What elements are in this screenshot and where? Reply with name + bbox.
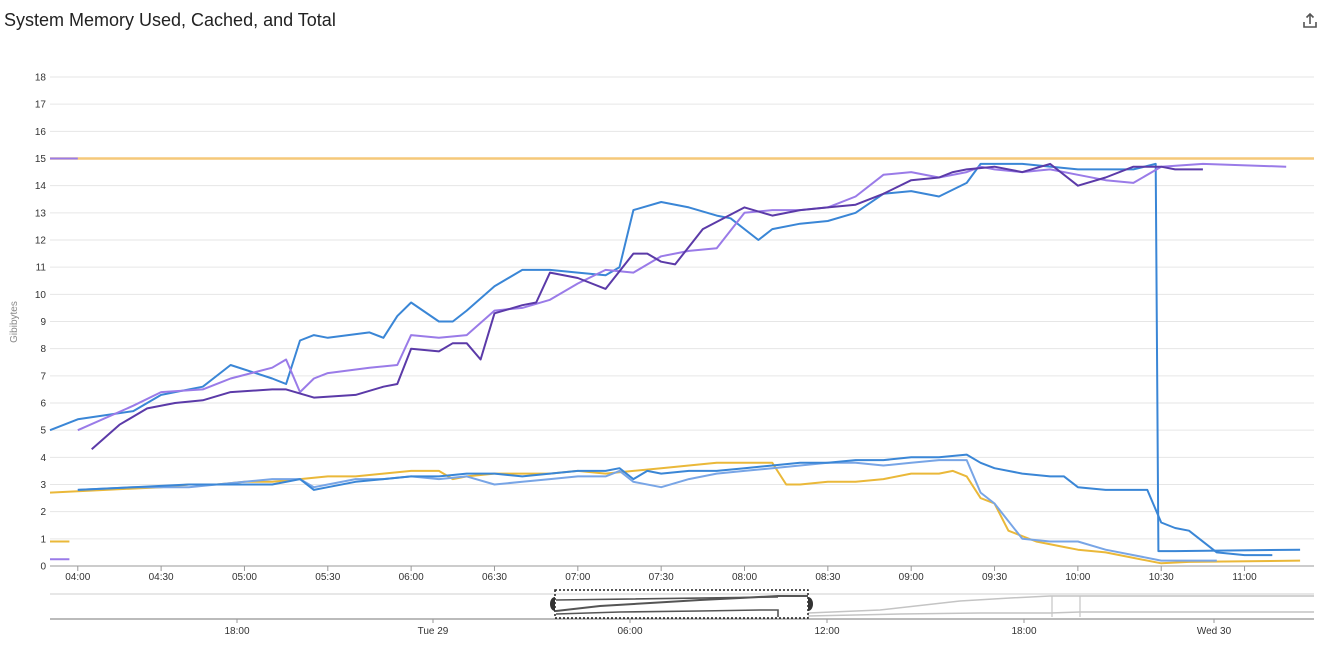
- y-tick-label: 9: [40, 317, 46, 328]
- x-tick-label: 05:30: [315, 572, 340, 583]
- series-line-6[interactable]: [91, 162, 1203, 450]
- y-tick-label: 6: [40, 399, 46, 410]
- x-tick-label: 05:00: [232, 572, 257, 583]
- y-tick-label: 1: [40, 534, 46, 545]
- x-tick-label: 04:00: [65, 572, 90, 583]
- y-tick-label: 3: [40, 480, 46, 491]
- x-tick-label: 06:00: [399, 572, 424, 583]
- x-tick-label: 09:00: [899, 572, 924, 583]
- navigator-tick-label: Wed 30: [1197, 626, 1232, 637]
- y-tick-label: 13: [35, 208, 47, 219]
- navigator-trace-dark-1: [555, 595, 808, 612]
- series-line-4[interactable]: [49, 162, 1301, 553]
- x-tick-label: 04:30: [149, 572, 174, 583]
- y-tick-label: 10: [35, 290, 47, 301]
- time-navigator[interactable]: 18:00 Tue 29 06:00 12:00 18:00 Wed 30: [50, 589, 1314, 637]
- navigator-trace-dark-2: [555, 596, 779, 617]
- y-tick-label: 15: [35, 154, 47, 165]
- grid-lines: [50, 76, 1314, 567]
- navigator-tick-label: 12:00: [814, 626, 839, 637]
- x-tick-label: 09:30: [982, 572, 1007, 583]
- y-tick-label: 8: [40, 344, 46, 355]
- series-line-8[interactable]: [77, 459, 1217, 562]
- x-tick-label: 10:00: [1065, 572, 1090, 583]
- y-tick-label: 14: [35, 181, 47, 192]
- y-tick-label: 18: [35, 73, 47, 84]
- navigator-trace-light-2: [807, 611, 1314, 617]
- y-tick-label: 2: [40, 507, 46, 518]
- x-axis-ticks: 04:00 04:30 05:00 05:30 06:00 06:30 07:00 07:30…: [65, 566, 1257, 583]
- navigator-tick-label: 18:00: [224, 626, 249, 637]
- chart-title: System Memory Used, Cached, and Total: [4, 10, 336, 30]
- x-tick-label: 08:00: [732, 572, 757, 583]
- series-lines: [49, 157, 1314, 565]
- navigator-tick-label: 18:00: [1011, 626, 1036, 637]
- navigator-tick-label: 06:00: [617, 626, 642, 637]
- y-tick-label: 16: [35, 127, 47, 138]
- x-tick-label: 08:30: [815, 572, 840, 583]
- y-tick-label: 0: [40, 562, 46, 573]
- share-export-icon[interactable]: [1300, 11, 1320, 31]
- navigator-tick-label: Tue 29: [418, 626, 449, 637]
- y-tick-label: 12: [35, 236, 47, 247]
- navigator-right-handle[interactable]: [808, 597, 813, 611]
- x-tick-label: 07:30: [649, 572, 674, 583]
- x-tick-label: 06:30: [482, 572, 507, 583]
- navigator-trace-light-3: [1051, 596, 1081, 617]
- y-tick-label: 5: [40, 426, 46, 437]
- series-line-7[interactable]: [49, 461, 1301, 565]
- y-tick-label: 7: [40, 371, 46, 382]
- navigator-left-handle[interactable]: [550, 597, 555, 611]
- x-tick-label: 10:30: [1149, 572, 1174, 583]
- navigator-trace-light-1: [807, 595, 1314, 614]
- x-tick-label: 07:00: [565, 572, 590, 583]
- y-tick-label: 17: [35, 100, 47, 111]
- x-tick-label: 11:00: [1232, 572, 1257, 583]
- y-tick-label: 11: [36, 263, 47, 274]
- y-tick-label: 4: [40, 453, 46, 464]
- y-axis-label: Gibibytes: [9, 301, 20, 343]
- series-line-9[interactable]: [77, 453, 1273, 557]
